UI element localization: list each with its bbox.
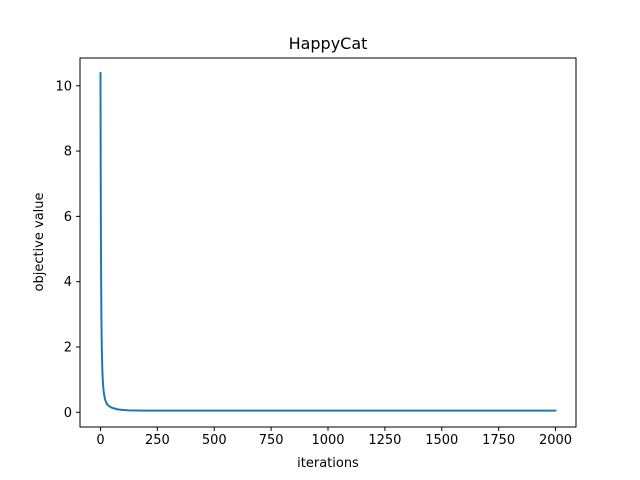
x-tick-label: 750 (259, 433, 284, 448)
y-tick-label: 2 (64, 340, 72, 355)
y-axis-label: objective value (32, 192, 47, 291)
y-tick-label: 10 (55, 79, 72, 94)
chart-title: HappyCat (289, 34, 368, 53)
x-tick-label: 0 (96, 433, 104, 448)
y-tick-label: 6 (64, 210, 72, 225)
y-axis-ticks: 0 2 4 6 8 10 (55, 79, 80, 421)
x-tick-label: 2000 (539, 433, 572, 448)
x-tick-label: 1750 (482, 433, 515, 448)
x-tick-label: 1500 (425, 433, 458, 448)
series-line-0 (99, 71, 557, 412)
x-axis-ticks: 0 250 500 750 1000 1250 1500 1750 2000 (96, 427, 572, 448)
y-tick-label: 4 (64, 275, 72, 290)
x-axis-label: iterations (297, 456, 359, 471)
x-tick-label: 500 (202, 433, 227, 448)
x-tick-label: 250 (145, 433, 170, 448)
x-tick-label: 1250 (368, 433, 401, 448)
y-tick-label: 8 (64, 145, 72, 160)
plot-area (99, 71, 557, 412)
x-tick-label: 1000 (311, 433, 344, 448)
y-tick-label: 0 (64, 406, 72, 421)
plot-frame (79, 57, 577, 428)
